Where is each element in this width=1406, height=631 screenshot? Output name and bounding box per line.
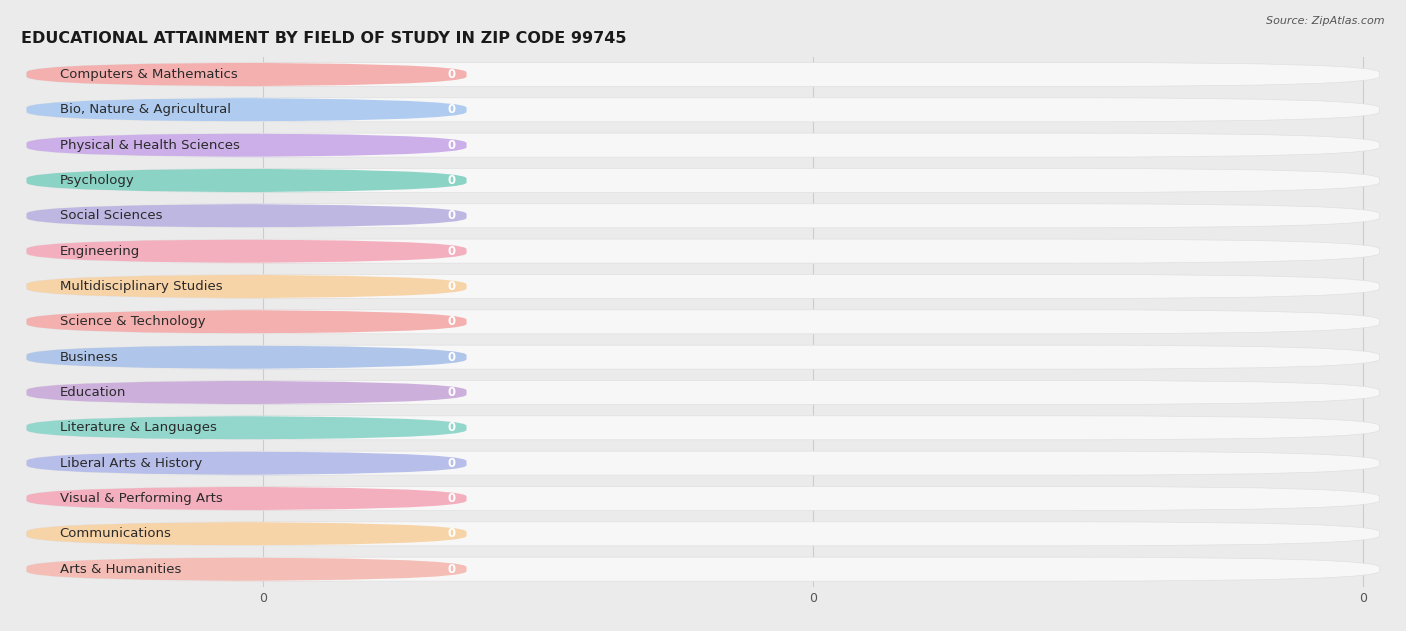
FancyBboxPatch shape <box>27 345 467 369</box>
Text: 0: 0 <box>447 563 456 575</box>
Text: Psychology: Psychology <box>59 174 135 187</box>
FancyBboxPatch shape <box>27 522 1379 546</box>
FancyBboxPatch shape <box>27 310 467 334</box>
FancyBboxPatch shape <box>27 133 467 157</box>
FancyBboxPatch shape <box>27 557 467 581</box>
FancyBboxPatch shape <box>27 345 1379 369</box>
Text: 0: 0 <box>447 422 456 434</box>
Text: 0: 0 <box>447 457 456 469</box>
FancyBboxPatch shape <box>27 487 1379 510</box>
Text: Arts & Humanities: Arts & Humanities <box>59 563 181 575</box>
Text: EDUCATIONAL ATTAINMENT BY FIELD OF STUDY IN ZIP CODE 99745: EDUCATIONAL ATTAINMENT BY FIELD OF STUDY… <box>21 31 627 46</box>
FancyBboxPatch shape <box>27 274 467 298</box>
Text: Multidisciplinary Studies: Multidisciplinary Studies <box>59 280 222 293</box>
Text: 0: 0 <box>447 492 456 505</box>
FancyBboxPatch shape <box>27 451 467 475</box>
Text: 0: 0 <box>447 245 456 257</box>
FancyBboxPatch shape <box>27 557 1379 581</box>
Text: 0: 0 <box>447 103 456 116</box>
FancyBboxPatch shape <box>27 416 1379 440</box>
FancyBboxPatch shape <box>27 380 467 404</box>
Text: Physical & Health Sciences: Physical & Health Sciences <box>59 139 239 151</box>
FancyBboxPatch shape <box>27 451 1379 475</box>
Text: Bio, Nature & Agricultural: Bio, Nature & Agricultural <box>59 103 231 116</box>
FancyBboxPatch shape <box>27 98 467 122</box>
FancyBboxPatch shape <box>27 239 467 263</box>
FancyBboxPatch shape <box>27 239 1379 263</box>
FancyBboxPatch shape <box>27 62 1379 86</box>
Text: Source: ZipAtlas.com: Source: ZipAtlas.com <box>1267 16 1385 26</box>
Text: Communications: Communications <box>59 528 172 540</box>
Text: Liberal Arts & History: Liberal Arts & History <box>59 457 202 469</box>
Text: 0: 0 <box>447 139 456 151</box>
Text: Literature & Languages: Literature & Languages <box>59 422 217 434</box>
FancyBboxPatch shape <box>27 133 1379 157</box>
Text: 0: 0 <box>447 316 456 328</box>
Text: 0: 0 <box>447 280 456 293</box>
FancyBboxPatch shape <box>27 98 1379 122</box>
FancyBboxPatch shape <box>27 416 467 440</box>
FancyBboxPatch shape <box>27 274 1379 298</box>
Text: 0: 0 <box>447 68 456 81</box>
FancyBboxPatch shape <box>27 168 1379 192</box>
FancyBboxPatch shape <box>27 310 1379 334</box>
Text: 0: 0 <box>447 174 456 187</box>
Text: Visual & Performing Arts: Visual & Performing Arts <box>59 492 222 505</box>
FancyBboxPatch shape <box>27 522 467 546</box>
Text: Engineering: Engineering <box>59 245 139 257</box>
FancyBboxPatch shape <box>27 204 1379 228</box>
FancyBboxPatch shape <box>27 204 467 228</box>
Text: Business: Business <box>59 351 118 363</box>
Text: Social Sciences: Social Sciences <box>59 209 162 222</box>
Text: Education: Education <box>59 386 127 399</box>
Text: 0: 0 <box>447 351 456 363</box>
FancyBboxPatch shape <box>27 487 467 510</box>
Text: Computers & Mathematics: Computers & Mathematics <box>59 68 238 81</box>
FancyBboxPatch shape <box>27 62 467 86</box>
Text: 0: 0 <box>447 386 456 399</box>
FancyBboxPatch shape <box>27 168 467 192</box>
Text: Science & Technology: Science & Technology <box>59 316 205 328</box>
Text: 0: 0 <box>447 528 456 540</box>
Text: 0: 0 <box>447 209 456 222</box>
FancyBboxPatch shape <box>27 380 1379 404</box>
